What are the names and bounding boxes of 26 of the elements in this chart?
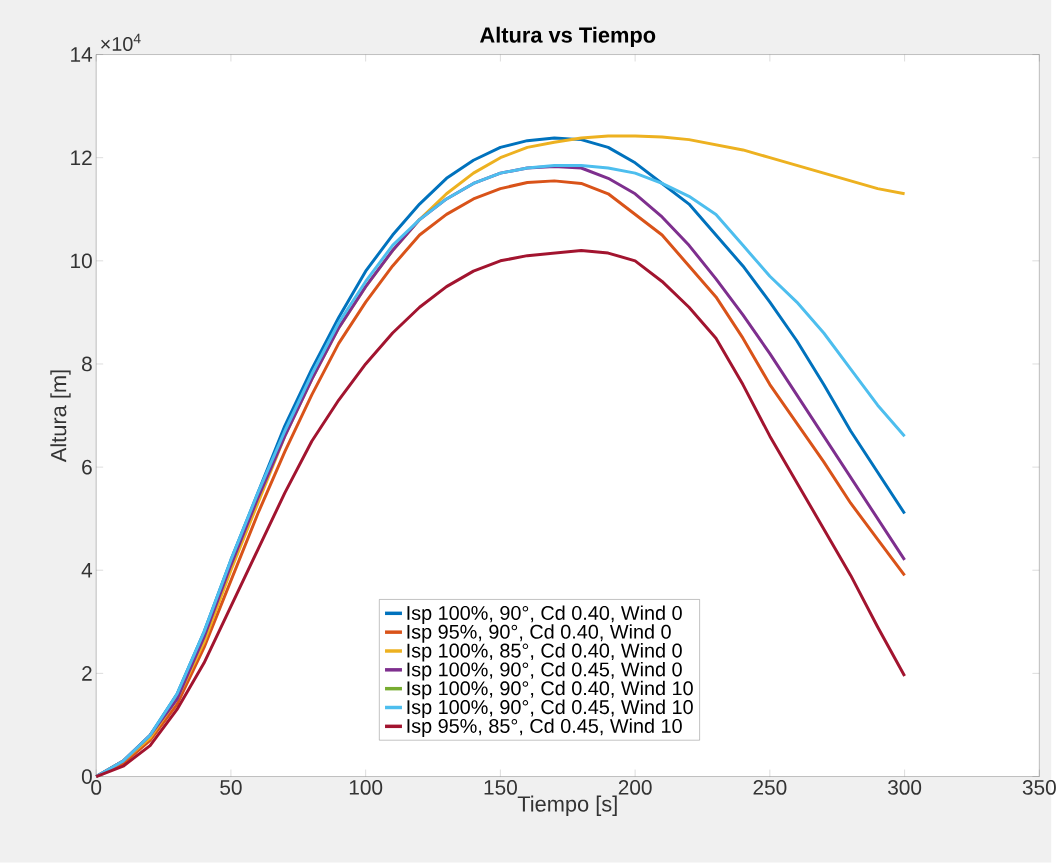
- y-axis-title: Altura [m]: [50, 370, 71, 463]
- legend-label: Isp 100%, 85°, Cd 0.40, Wind 0: [407, 643, 682, 662]
- y-tick-label: 12: [71, 150, 92, 166]
- text: ×10$^{4}$: [101, 33, 141, 52]
- x-tick-label: 50: [220, 780, 242, 795]
- legend-label: Isp 95%, 85°, Cd 0.45, Wind 10: [407, 718, 682, 737]
- legend-label: Isp 95%, 90°, Cd 0.40, Wind 0: [407, 624, 671, 643]
- legend-label: Isp 100%, 90°, Cd 0.40, Wind 10: [407, 680, 693, 700]
- chart-title: Altura vs Tiempo: [480, 26, 656, 48]
- y-tick-label: 14: [71, 47, 93, 62]
- legend-label: Isp 100%, 90°, Cd 0.45, Wind 10: [407, 699, 693, 719]
- legend-label: Isp 100%, 90°, Cd 0.45, Wind 0: [407, 662, 682, 681]
- y-tick-label: 10: [71, 253, 92, 269]
- x-tick-label: 150: [484, 780, 517, 795]
- y-tick-label: 4: [81, 563, 93, 578]
- x-tick-label: 200: [618, 780, 652, 795]
- x-tick-label: 250: [753, 780, 787, 795]
- y-tick-label: 2: [82, 666, 92, 681]
- x-axis-title: Tiempo [s]: [517, 795, 617, 817]
- y-tick-label: 6: [82, 459, 92, 475]
- y-tick-label: 0: [81, 769, 92, 784]
- x-tick-label: 350: [1022, 780, 1056, 795]
- y-tick-label: 8: [82, 356, 92, 372]
- x-tick-label: 100: [349, 780, 383, 795]
- legend-label: Isp 100%, 90°, Cd 0.40, Wind 0: [407, 605, 682, 624]
- x-tick-label: 300: [888, 780, 922, 795]
